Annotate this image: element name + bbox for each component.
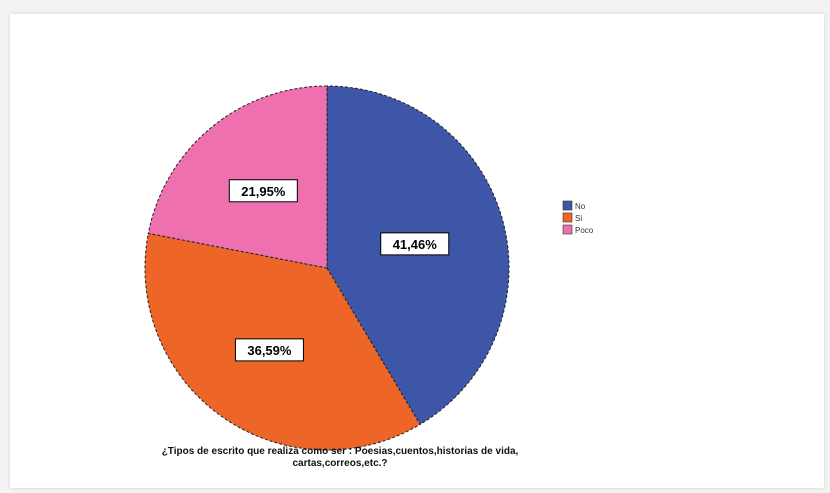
caption-line-2: cartas,correos,etc.?: [292, 458, 388, 469]
svg-text:No: No: [575, 202, 586, 211]
caption-line-1: ¿Tipos de escrito que realiza como ser :…: [161, 446, 519, 457]
svg-text:41,46%: 41,46%: [393, 237, 438, 252]
legend: No Si Poco: [562, 200, 594, 235]
svg-text:36,59%: 36,59%: [247, 343, 292, 358]
legend-item-si: Si: [562, 212, 582, 223]
chart-caption: ¿Tipos de escrito que realiza como ser :…: [60, 446, 620, 470]
svg-text:Si: Si: [575, 214, 582, 223]
legend-item-no: No: [562, 200, 586, 211]
slice-label-no: 41,46%: [380, 232, 450, 256]
slice-label-poco: 21,95%: [228, 179, 298, 203]
legend-item-poco: Poco: [562, 224, 594, 235]
slice-label-si: 36,59%: [234, 338, 304, 362]
svg-text:Poco: Poco: [575, 226, 594, 235]
pie-slice-poco: [147, 85, 328, 269]
svg-text:21,95%: 21,95%: [241, 184, 286, 199]
